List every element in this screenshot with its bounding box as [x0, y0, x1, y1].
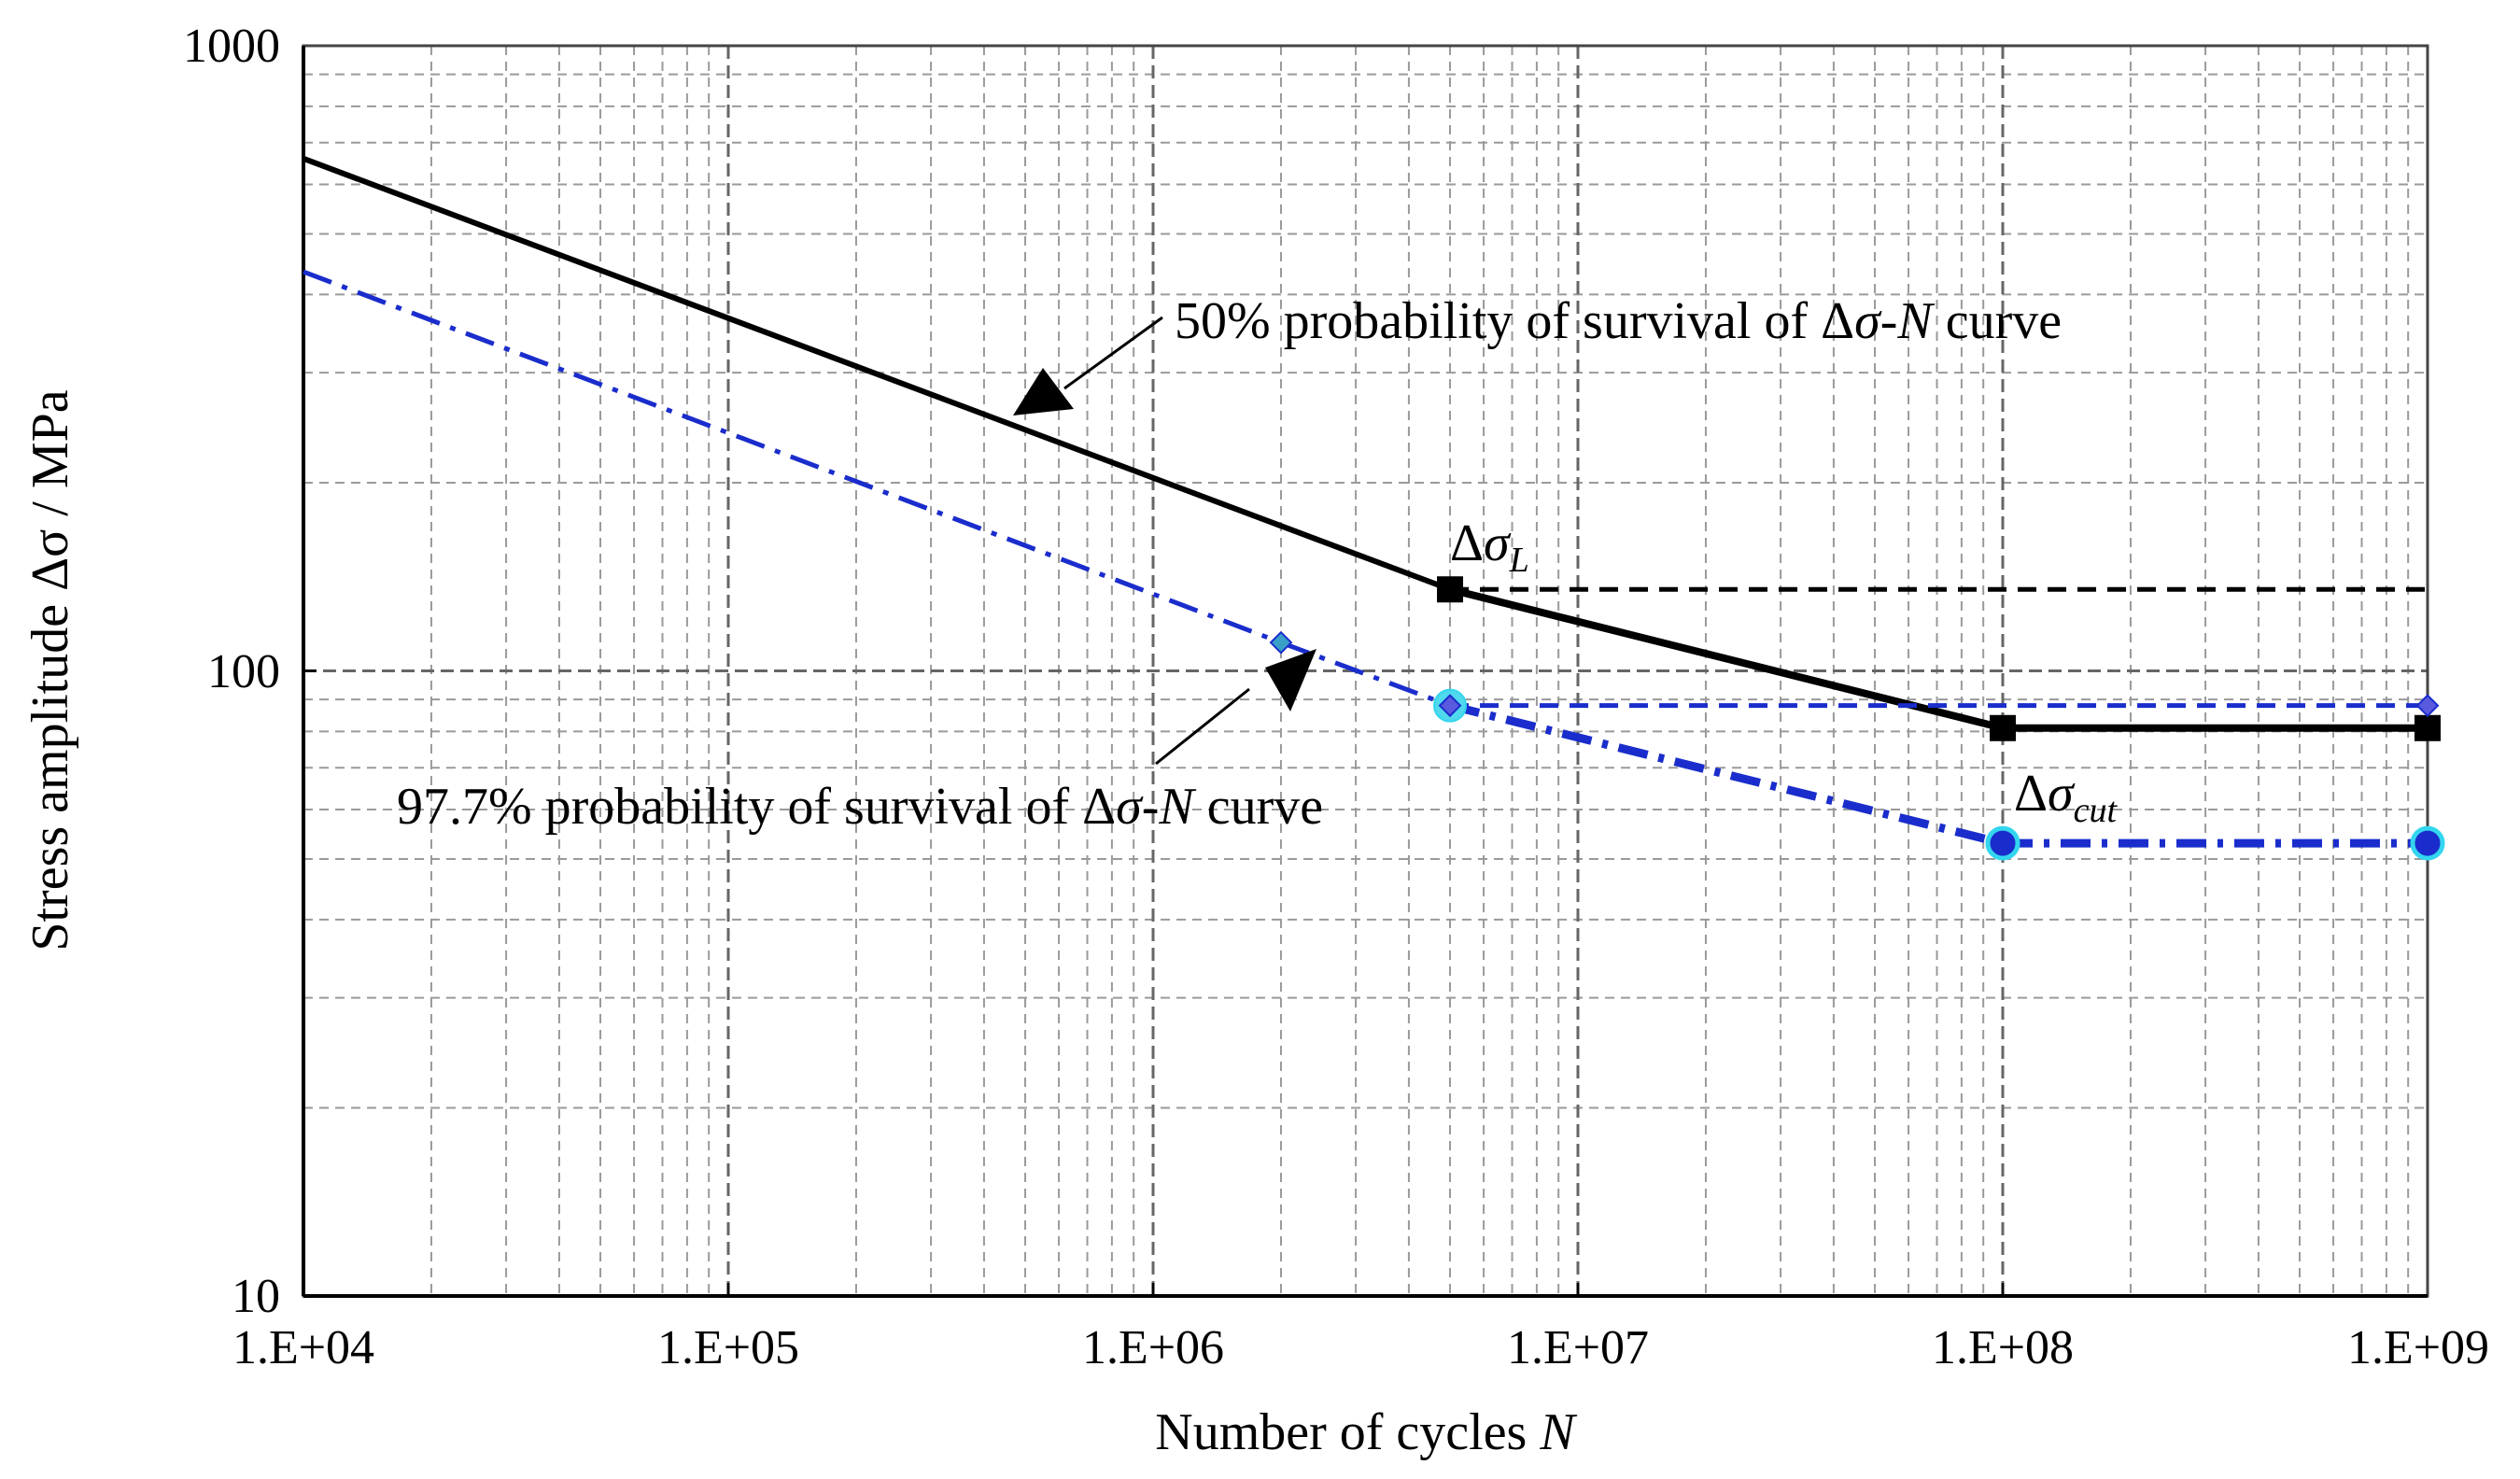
y-axis-title: Stress amplitude Δσ / MPa: [21, 389, 79, 951]
ann50-delta: Δ: [1821, 292, 1854, 350]
diamond-marker: [1438, 694, 1462, 718]
x-axis-title-text: Number of cycles: [1155, 1403, 1527, 1461]
y-tick-label: 1000: [183, 20, 280, 73]
ann977-prefix: 97.7% probability of survival of: [397, 778, 1082, 836]
sigma-l-sub: L: [1509, 541, 1529, 580]
arrow-977-line: [1155, 687, 1250, 766]
diamond-marker: [1269, 630, 1293, 655]
x-tick-label: 1.E+08: [1932, 1321, 2074, 1374]
annotation-sigma-cut: Δσcut: [2014, 765, 2119, 830]
ann50-prefix: 50% probability of survival of: [1175, 292, 1821, 350]
series-0-segment: [302, 156, 1452, 593]
sigma-cut-sigma: σ: [2048, 765, 2076, 823]
x-tick-label: 1.E+09: [2347, 1321, 2489, 1374]
x-tick-label: 1.E+07: [1507, 1321, 1649, 1374]
ann50-n: N: [1896, 292, 1935, 350]
ann50-dash: -: [1880, 292, 1898, 350]
circle-marker: [1985, 825, 2020, 861]
ann977-sigma: σ: [1116, 778, 1144, 836]
x-axis-title: Number of cycles N: [1155, 1403, 1577, 1461]
square-marker: [1990, 714, 2016, 741]
ann977-delta: Δ: [1082, 778, 1116, 836]
y-tick-labels: 1000 100 10: [183, 20, 280, 1323]
diamond-marker: [2415, 694, 2440, 718]
ann977-dash: -: [1142, 778, 1160, 836]
ann50-sigma: σ: [1854, 292, 1882, 350]
sigma-cut-delta: Δ: [2014, 765, 2048, 823]
x-axis-title-var: N: [1539, 1403, 1577, 1461]
sigma-cut-sub: cut: [2074, 791, 2119, 830]
x-tick-label: 1.E+05: [657, 1321, 799, 1374]
circle-marker: [2410, 825, 2445, 861]
x-tick-labels: 1.E+04 1.E+05 1.E+06 1.E+07 1.E+08 1.E+0…: [232, 1321, 2489, 1374]
series-2-segment: [303, 269, 1282, 645]
square-marker: [2414, 714, 2441, 741]
series-layer: [302, 156, 2428, 848]
arrow-977-head: [1265, 649, 1316, 711]
arrow-50-head: [1013, 368, 1074, 416]
sigma-l-sigma: σ: [1484, 514, 1512, 572]
sigma-l-delta: Δ: [1450, 514, 1484, 572]
square-marker: [1437, 576, 1464, 603]
ann50-suffix: curve: [1933, 292, 2062, 350]
y-tick-label: 100: [207, 645, 280, 698]
x-tick-label: 1.E+06: [1082, 1321, 1224, 1374]
annotation-sigma-l: ΔσL: [1450, 514, 1529, 580]
series-2-segment: [1448, 701, 2005, 848]
arrow-50-line: [1063, 316, 1163, 390]
y-tick-label: 10: [232, 1270, 280, 1323]
ann977-n: N: [1158, 778, 1196, 836]
ann977-suffix: curve: [1194, 778, 1323, 836]
annotation-977-curve: 97.7% probability of survival of Δσ-N cu…: [397, 778, 1323, 836]
annotation-50-curve: 50% probability of survival of Δσ-N curv…: [1175, 292, 2062, 350]
marker-layer: [1269, 576, 2445, 861]
x-tick-label: 1.E+04: [232, 1321, 374, 1374]
series-2-segment: [1280, 640, 1451, 709]
